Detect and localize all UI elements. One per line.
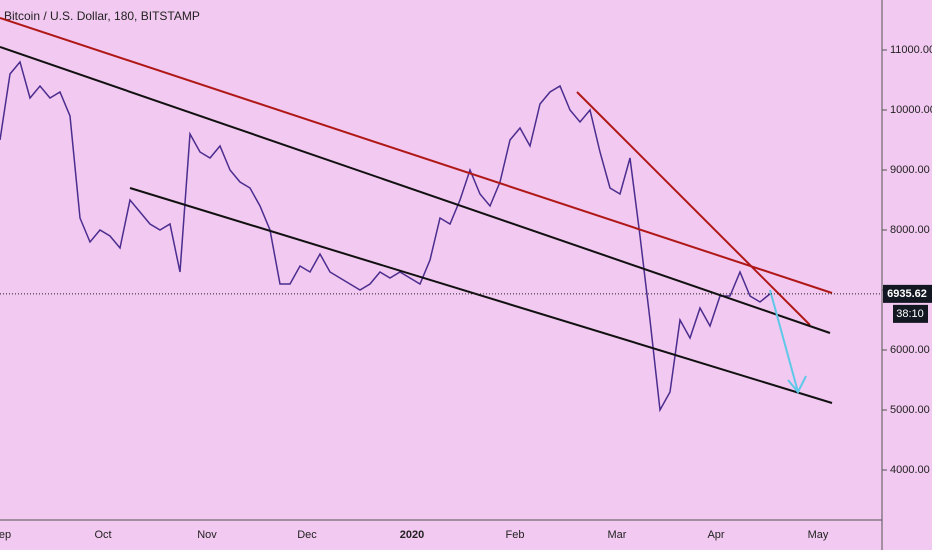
- trend-line: [0, 17, 833, 294]
- x-tick-label: Feb: [506, 529, 525, 541]
- y-tick-label: 10000.00: [890, 104, 932, 116]
- y-tick-label: 6000.00: [890, 344, 930, 356]
- price-tag-label: 6935.62: [887, 288, 927, 300]
- x-tick-label: Nov: [197, 529, 217, 541]
- y-tick-label: 8000.00: [890, 224, 930, 236]
- chart-title: Bitcoin / U.S. Dollar, 180, BITSTAMP: [4, 9, 200, 23]
- trend-line: [576, 91, 811, 326]
- projection-arrow: [769, 289, 807, 394]
- price-tag: [883, 284, 932, 303]
- y-tick-label: 11000.00: [890, 44, 932, 56]
- price-line: [0, 60, 771, 413]
- x-tick-label: Mar: [608, 529, 627, 541]
- x-tick-label: Apr: [707, 529, 724, 541]
- x-tick-label: May: [808, 529, 829, 541]
- y-tick-label: 5000.00: [890, 404, 930, 416]
- x-tick-label: 2020: [400, 529, 424, 541]
- countdown-tag: [893, 304, 928, 323]
- channel-line: [129, 187, 833, 404]
- countdown-label: 38:10: [896, 308, 924, 320]
- x-tick-label: Oct: [94, 529, 111, 541]
- plot: [0, 60, 771, 413]
- x-tick-label: Dec: [297, 529, 317, 541]
- x-tick-label: ep: [0, 529, 11, 541]
- y-tick-label: 9000.00: [890, 164, 930, 176]
- y-tick-label: 4000.00: [890, 464, 930, 476]
- channel-line: [0, 46, 831, 334]
